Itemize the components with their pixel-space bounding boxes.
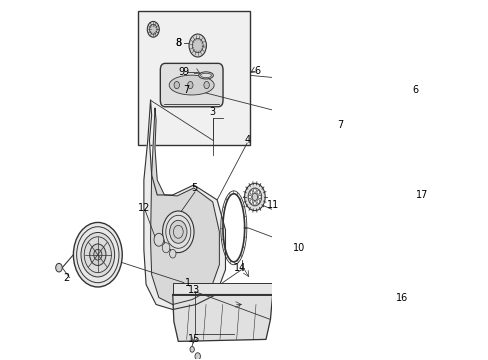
Text: 1: 1: [185, 278, 191, 288]
Text: 16: 16: [396, 293, 408, 302]
Circle shape: [258, 195, 261, 199]
Circle shape: [257, 200, 259, 203]
Bar: [373, 41, 414, 311]
Text: 9: 9: [178, 67, 184, 77]
Ellipse shape: [169, 75, 214, 95]
Bar: [333, 253, 346, 307]
Circle shape: [73, 222, 122, 287]
Circle shape: [249, 200, 252, 203]
Circle shape: [169, 220, 186, 243]
Text: 5: 5: [190, 183, 197, 193]
Circle shape: [253, 202, 256, 205]
Circle shape: [190, 346, 194, 352]
Text: 15: 15: [187, 334, 200, 345]
Circle shape: [384, 115, 391, 125]
Bar: [138, 11, 250, 145]
Circle shape: [248, 195, 251, 199]
Polygon shape: [172, 294, 272, 341]
FancyBboxPatch shape: [160, 63, 223, 107]
Circle shape: [244, 183, 264, 211]
Circle shape: [195, 353, 200, 360]
Polygon shape: [143, 100, 225, 310]
Text: 17: 17: [415, 190, 428, 200]
Text: 10: 10: [293, 243, 305, 253]
Circle shape: [149, 24, 157, 34]
Circle shape: [192, 39, 203, 53]
Text: 7: 7: [183, 85, 189, 95]
Circle shape: [384, 45, 391, 55]
Text: 2: 2: [63, 273, 69, 283]
Ellipse shape: [333, 305, 346, 310]
Circle shape: [56, 264, 62, 272]
Text: 9: 9: [182, 67, 187, 77]
Circle shape: [187, 81, 193, 89]
Circle shape: [384, 80, 391, 90]
Circle shape: [162, 211, 194, 253]
Ellipse shape: [333, 249, 346, 256]
Bar: [172, 283, 272, 294]
Text: 3: 3: [209, 107, 215, 117]
Ellipse shape: [382, 294, 405, 301]
Bar: [382, 218, 405, 298]
Circle shape: [257, 190, 259, 194]
Text: 8: 8: [175, 37, 181, 48]
Circle shape: [384, 195, 391, 205]
Circle shape: [89, 244, 106, 265]
Text: 6: 6: [412, 85, 418, 95]
Circle shape: [249, 190, 252, 194]
Circle shape: [203, 81, 209, 89]
Text: 7: 7: [337, 120, 343, 130]
Circle shape: [253, 189, 256, 192]
Circle shape: [169, 249, 176, 258]
Text: 4: 4: [244, 135, 250, 145]
Text: 8: 8: [175, 37, 181, 48]
Ellipse shape: [198, 72, 213, 79]
Text: 13: 13: [187, 284, 200, 294]
Circle shape: [154, 233, 163, 246]
Text: 12: 12: [138, 203, 150, 213]
Text: 11: 11: [266, 200, 278, 210]
Polygon shape: [150, 108, 219, 305]
Circle shape: [174, 81, 179, 89]
Circle shape: [384, 155, 391, 165]
Circle shape: [162, 243, 169, 253]
Circle shape: [81, 233, 114, 277]
Circle shape: [189, 34, 206, 57]
Circle shape: [247, 188, 261, 206]
Circle shape: [94, 249, 102, 260]
Text: 6: 6: [254, 66, 260, 76]
Circle shape: [147, 21, 159, 37]
Text: 14: 14: [234, 263, 246, 273]
Ellipse shape: [382, 214, 405, 222]
